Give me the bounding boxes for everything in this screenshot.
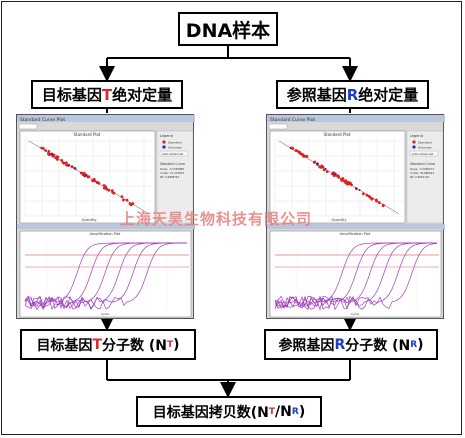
svg-text:Auto Advanced: Auto Advanced [162, 152, 183, 156]
svg-text:Standard: Standard [418, 141, 432, 145]
target-count-gene: T [92, 336, 102, 353]
svg-text:R2: 0.9991134: R2: 0.9991134 [410, 175, 430, 179]
svg-text:Standard Curve: Standard Curve [410, 162, 435, 166]
svg-text:Y-Inter: 36.880924: Y-Inter: 36.880924 [410, 171, 434, 175]
svg-text:Y-Inter: 37.270503: Y-Inter: 37.270503 [160, 171, 184, 175]
reference-screenshot-render: Standard Curve Plot Standard Plot Quanti… [267, 115, 445, 318]
svg-text:Unknown: Unknown [168, 146, 182, 150]
copy-number-sub-t: T [268, 406, 276, 417]
target-quant-box: 目标基因 T 绝对定量 [31, 80, 183, 109]
svg-text:Cycle: Cycle [101, 312, 109, 316]
svg-text:Standard Curve Plot: Standard Curve Plot [20, 117, 65, 123]
svg-text:Standard Plot: Standard Plot [73, 132, 100, 137]
svg-text:Standard Curve Plot: Standard Curve Plot [270, 117, 315, 123]
target-count-suffix: 分子数 (N [102, 337, 167, 354]
svg-text:Standard: Standard [168, 141, 182, 145]
copy-number-slash: /N [275, 403, 292, 420]
target-count-sub: T [167, 339, 174, 350]
reference-quant-box: 参照基因 R 绝对定量 [276, 80, 429, 109]
svg-text:Standard Curve: Standard Curve [160, 162, 185, 166]
svg-text:Standard Plot: Standard Plot [323, 132, 350, 137]
svg-text:Slope: -3.2996573: Slope: -3.2996573 [410, 167, 434, 171]
reference-software-screenshot: Standard Curve Plot Standard Plot Quanti… [266, 114, 445, 319]
svg-text:Legend: Legend [410, 134, 423, 138]
target-count-box: 目标基因 T 分子数 (N T) [20, 329, 196, 360]
svg-text:Slope: -3.3338988: Slope: -3.3338988 [160, 167, 184, 171]
svg-text:Amplification Plot: Amplification Plot [340, 232, 371, 236]
target-software-screenshot: Standard Curve Plot Standard Plot Quanti… [16, 114, 195, 319]
svg-text:Auto Advanced: Auto Advanced [412, 152, 433, 156]
reference-count-box: 参照基因 R 分子数 (N R) [264, 329, 438, 360]
copy-number-sub-r: R [291, 406, 299, 417]
target-quant-gene: T [101, 85, 113, 104]
target-quant-prefix: 目标基因 [41, 86, 102, 104]
dna-sample-label: DNA样本 [185, 19, 271, 42]
target-quant-suffix: 绝对定量 [112, 86, 173, 104]
dna-sample-box: DNA样本 [178, 12, 278, 46]
reference-count-gene: R [334, 336, 346, 353]
target-screenshot-render: Standard Curve Plot Standard Plot Quanti… [17, 115, 195, 318]
svg-text:R2: 0.9988763: R2: 0.9988763 [160, 175, 180, 179]
target-count-close: ) [173, 336, 180, 353]
reference-count-prefix: 参照基因 [278, 337, 335, 354]
svg-text:Quantity: Quantity [331, 218, 346, 222]
copy-number-prefix: 目标基因拷贝数(N [152, 404, 269, 421]
copy-number-close: ) [298, 403, 306, 420]
reference-count-close: ) [417, 336, 424, 353]
svg-text:Quantity: Quantity [81, 218, 96, 222]
svg-text:Unknown: Unknown [418, 146, 432, 150]
company-watermark: 上海天昊生物科技有限公司 [120, 210, 313, 228]
target-count-prefix: 目标基因 [36, 337, 93, 354]
svg-text:Legend: Legend [160, 134, 173, 138]
copy-number-box: 目标基因拷贝数(N T/N R) [136, 396, 322, 427]
reference-quant-suffix: 绝对定量 [358, 86, 419, 104]
reference-count-sub: R [410, 339, 418, 350]
svg-text:Amplification Plot: Amplification Plot [90, 232, 121, 236]
reference-quant-prefix: 参照基因 [286, 86, 347, 104]
reference-quant-gene: R [346, 85, 359, 104]
reference-count-suffix: 分子数 (N [345, 337, 411, 354]
svg-text:Cycle: Cycle [351, 312, 359, 316]
